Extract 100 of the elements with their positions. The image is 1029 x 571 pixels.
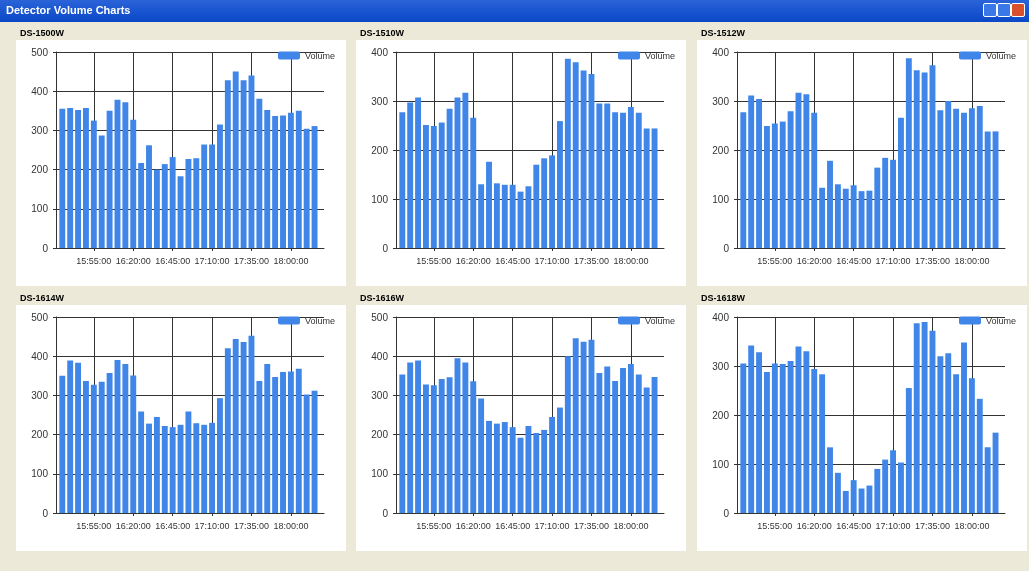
bar bbox=[185, 159, 192, 248]
y-tick-label: 500 bbox=[31, 311, 49, 323]
bar bbox=[779, 364, 786, 513]
bar bbox=[82, 108, 89, 248]
bar bbox=[572, 338, 579, 513]
bar bbox=[415, 360, 422, 513]
bar bbox=[501, 184, 508, 248]
bar bbox=[478, 184, 485, 248]
x-tick-label: 16:45:00 bbox=[495, 520, 531, 531]
x-tick-label: 17:10:00 bbox=[534, 255, 570, 266]
bar bbox=[525, 186, 532, 248]
bar bbox=[201, 144, 208, 248]
x-tick-label: 16:20:00 bbox=[796, 520, 832, 531]
bar bbox=[842, 490, 849, 513]
bar bbox=[643, 387, 650, 513]
bar bbox=[541, 158, 548, 248]
y-tick-label: 200 bbox=[712, 409, 730, 421]
bar bbox=[580, 341, 587, 513]
y-tick-label: 300 bbox=[31, 389, 49, 401]
bar bbox=[604, 103, 611, 248]
bar bbox=[295, 368, 302, 513]
bar bbox=[217, 398, 223, 513]
bar bbox=[240, 342, 247, 513]
bar bbox=[620, 367, 626, 513]
bar bbox=[890, 159, 897, 248]
y-tick-label: 100 bbox=[712, 193, 730, 205]
y-tick-label: 200 bbox=[371, 429, 389, 441]
bar bbox=[953, 374, 960, 513]
y-tick-label: 300 bbox=[371, 95, 389, 107]
bar bbox=[430, 125, 437, 248]
bar bbox=[256, 98, 263, 248]
legend-label: Volume bbox=[985, 50, 1017, 61]
x-tick-label: 17:10:00 bbox=[534, 520, 570, 531]
y-tick-label: 100 bbox=[712, 458, 730, 470]
bar bbox=[438, 378, 445, 513]
bar bbox=[882, 157, 889, 248]
bar bbox=[193, 158, 200, 248]
bar bbox=[564, 58, 571, 248]
bar bbox=[968, 108, 975, 248]
bar bbox=[905, 388, 912, 513]
bar bbox=[756, 352, 763, 513]
bar bbox=[67, 108, 74, 248]
bar bbox=[232, 71, 239, 248]
bar bbox=[740, 112, 747, 248]
bar bbox=[763, 125, 770, 248]
bar bbox=[842, 188, 849, 248]
bar bbox=[232, 338, 239, 513]
bar bbox=[945, 353, 952, 513]
y-tick-label: 400 bbox=[712, 311, 730, 323]
bar bbox=[98, 381, 105, 513]
bar bbox=[67, 360, 74, 513]
bar bbox=[146, 423, 152, 513]
y-tick-label: 100 bbox=[371, 468, 389, 480]
bar bbox=[422, 384, 429, 513]
bar bbox=[803, 94, 810, 248]
bar bbox=[138, 162, 145, 248]
x-tick-label: 16:45:00 bbox=[836, 255, 872, 266]
bar bbox=[146, 145, 152, 248]
bar bbox=[493, 423, 500, 513]
x-tick-label: 18:00:00 bbox=[613, 255, 649, 266]
chart-title: DS-1616W bbox=[360, 293, 405, 303]
bar bbox=[827, 447, 833, 513]
x-tick-label: 16:45:00 bbox=[155, 520, 191, 531]
bar bbox=[407, 102, 414, 248]
y-tick-label: 0 bbox=[382, 507, 389, 519]
bar bbox=[612, 380, 619, 513]
bar bbox=[224, 80, 231, 248]
bar bbox=[106, 373, 113, 513]
bar bbox=[937, 356, 944, 513]
bar bbox=[75, 110, 82, 248]
bar bbox=[59, 375, 66, 513]
bar bbox=[264, 110, 271, 248]
bar bbox=[90, 120, 97, 248]
x-tick-label: 16:45:00 bbox=[155, 255, 191, 266]
y-tick-label: 400 bbox=[371, 350, 389, 362]
bar bbox=[898, 462, 904, 513]
y-tick-label: 100 bbox=[31, 203, 49, 215]
bar bbox=[557, 121, 563, 248]
x-tick-label: 15:55:00 bbox=[76, 520, 112, 531]
x-tick-label: 17:10:00 bbox=[875, 520, 911, 531]
y-tick-label: 100 bbox=[31, 468, 49, 480]
bar bbox=[740, 363, 747, 513]
bar bbox=[486, 420, 492, 513]
x-tick-label: 17:35:00 bbox=[573, 520, 609, 531]
bar bbox=[209, 144, 216, 248]
y-tick-label: 0 bbox=[723, 507, 730, 519]
bar bbox=[169, 157, 176, 248]
y-tick-label: 400 bbox=[371, 46, 389, 58]
y-tick-label: 500 bbox=[31, 46, 49, 58]
bar bbox=[415, 97, 422, 248]
chart-title: DS-1618W bbox=[701, 293, 746, 303]
chart-title: DS-1614W bbox=[20, 293, 65, 303]
legend-label: Volume bbox=[644, 50, 676, 61]
legend-label: Volume bbox=[985, 315, 1017, 326]
x-tick-label: 17:35:00 bbox=[914, 255, 950, 266]
bar bbox=[913, 323, 920, 513]
bar bbox=[138, 411, 145, 513]
bar bbox=[756, 99, 763, 248]
bar bbox=[921, 321, 928, 513]
x-tick-label: 18:00:00 bbox=[954, 520, 990, 531]
